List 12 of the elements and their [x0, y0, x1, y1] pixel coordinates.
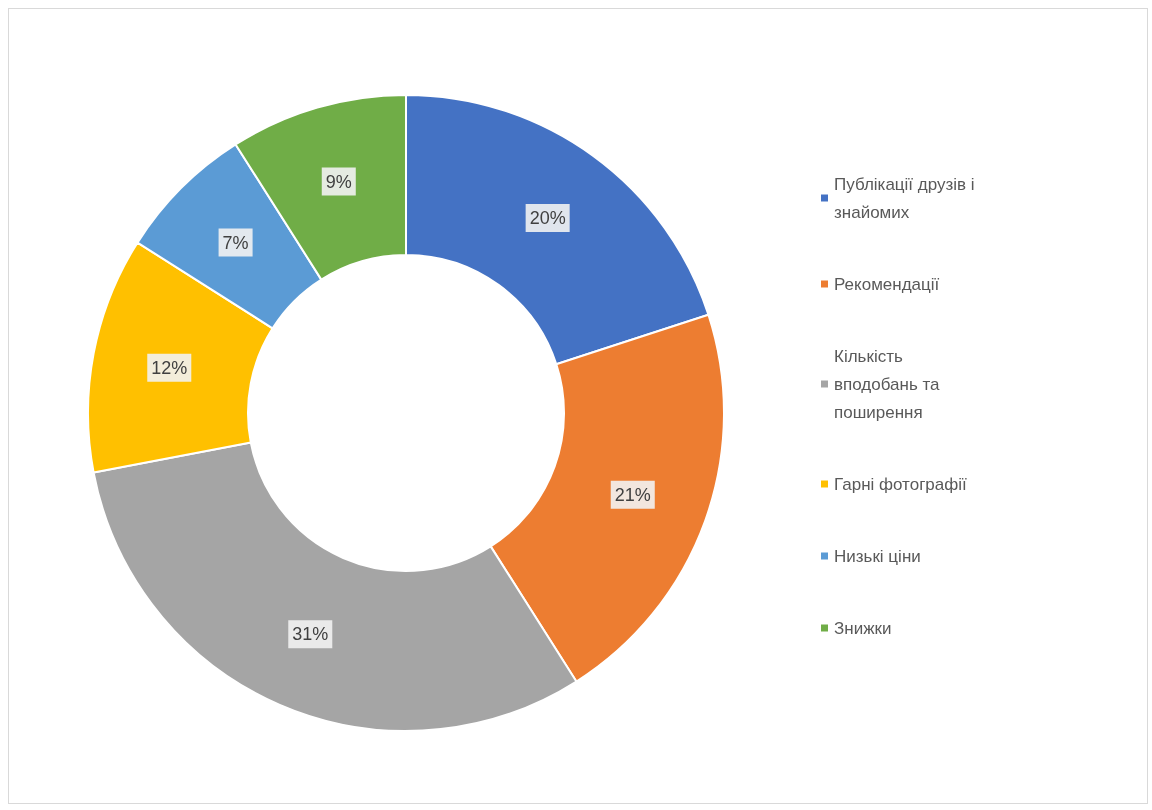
- legend-label: Знижки: [834, 618, 892, 638]
- legend-label: Публікації друзів і знайомих: [834, 174, 980, 222]
- data-label: 31%: [292, 624, 329, 645]
- legend-label: Гарні фотографії: [834, 474, 968, 494]
- legend-label: Кількість вподобань та поширення: [834, 346, 945, 422]
- legend-label: Рекомендації: [834, 274, 940, 294]
- data-label: 20%: [529, 208, 566, 229]
- legend-label: Низькі ціни: [834, 546, 921, 566]
- data-label: 7%: [222, 232, 249, 253]
- data-label: 21%: [614, 484, 651, 505]
- data-label: 9%: [325, 171, 352, 192]
- data-label: 12%: [151, 357, 188, 378]
